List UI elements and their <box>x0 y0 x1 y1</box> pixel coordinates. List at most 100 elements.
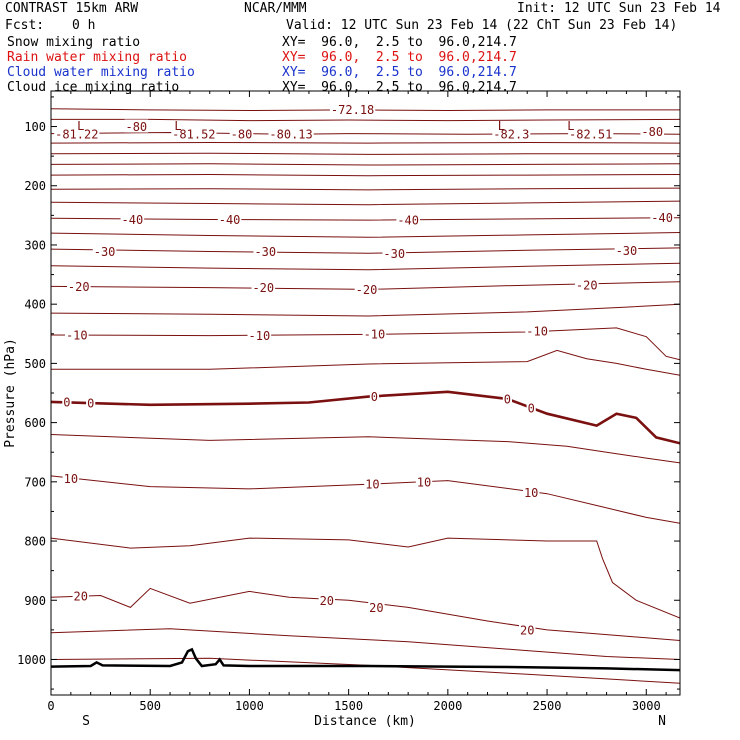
contour-label-bg-16 <box>614 243 639 257</box>
contour-label-bg-34 <box>72 589 89 603</box>
x-axis-label: Distance (km) <box>314 714 416 729</box>
contour-label-6: -82.3 <box>493 128 529 142</box>
x-tick-label-4: 2000 <box>433 699 462 713</box>
contour-line-15 <box>51 327 680 361</box>
contour-line-9 <box>51 217 680 221</box>
contour-label-bg-19 <box>354 282 379 296</box>
contour-line-19 <box>51 475 680 524</box>
contour-label-2: -80 <box>125 120 147 134</box>
contour-label-19: -20 <box>356 283 378 297</box>
contour-label-bg-27 <box>369 389 380 403</box>
contour-label-bg-36 <box>368 600 385 614</box>
contour-label-bg-7 <box>568 127 614 141</box>
contour-label-23: -10 <box>364 327 386 341</box>
contour-label-33: 10 <box>524 486 538 500</box>
valid-time: Valid: 12 UTC Sun 23 Feb 14 (22 ChT Sun … <box>286 18 678 33</box>
contour-line-11 <box>51 247 680 254</box>
y-tick-label-5: 600 <box>24 416 46 430</box>
contour-label-34: 20 <box>74 590 88 604</box>
contour-line-20 <box>51 537 680 619</box>
contour-label-bg-21 <box>64 327 89 341</box>
contour-label-36: 20 <box>369 601 383 615</box>
contour-label-bg-9 <box>120 212 145 226</box>
contour-label-bg-23 <box>362 326 387 340</box>
contour-label-bg-26 <box>86 396 96 410</box>
contour-label-13: -30 <box>94 245 116 259</box>
contour-label-bg-12 <box>650 210 674 224</box>
contour-label-11: -40 <box>397 214 419 228</box>
contour-label-24: -10 <box>526 324 548 338</box>
y-tick-label-4: 500 <box>24 357 46 371</box>
forecast-hour: 0 h <box>72 18 96 33</box>
legend-rain-name: Rain water mixing ratio <box>7 50 188 65</box>
contour-label-bg-11 <box>396 213 420 227</box>
contour-label-bg-15 <box>382 246 407 260</box>
y-tick-label-9: 1000 <box>17 653 46 667</box>
contour-label-9: -40 <box>122 213 144 227</box>
low-marker-3: L <box>567 119 574 133</box>
contour-label-20: -20 <box>576 279 598 293</box>
legend-snow-xy: XY= 96.0, 2.5 to 96.0,214.7 <box>282 35 517 50</box>
contour-label-21: -10 <box>66 328 88 342</box>
contour-label-8: -80 <box>641 125 663 139</box>
contour-label-26: 0 <box>87 397 94 411</box>
contour-line-3 <box>51 141 680 144</box>
contour-line-7 <box>51 187 680 191</box>
contour-label-bg-37 <box>519 622 536 636</box>
contour-label-bg-25 <box>62 394 72 408</box>
x-tick-label-0: 0 <box>47 699 54 713</box>
contour-label-bg-30 <box>62 471 80 485</box>
contour-label-3: -81.52 <box>172 128 215 142</box>
contour-line-17 <box>51 390 680 445</box>
contour-label-27: 0 <box>371 390 378 404</box>
center-label: NCAR/MMM <box>244 1 307 16</box>
contour-line-22 <box>51 628 680 660</box>
contour-label-0: -72.18 <box>331 103 374 117</box>
contour-label-bg-3 <box>171 127 217 141</box>
contour-line-21 <box>51 587 680 641</box>
y-axis-label: Pressure (hPa) <box>3 338 18 448</box>
low-marker-0: L <box>77 119 84 133</box>
contour-label-10: -40 <box>219 213 241 227</box>
contour-label-bg-17 <box>66 279 91 293</box>
contour-label-7: -82.51 <box>569 128 612 142</box>
contour-label-bg-28 <box>502 391 512 405</box>
contour-label-bg-18 <box>251 280 276 294</box>
contour-label-bg-14 <box>253 244 278 258</box>
terrain-profile <box>51 647 680 672</box>
contour-line-14 <box>51 303 680 317</box>
init-time: Init: 12 UTC Sun 23 Feb 14 <box>517 1 721 16</box>
contour-label-bg-13 <box>92 244 117 258</box>
contour-label-31: 10 <box>365 478 379 492</box>
contour-label-37: 20 <box>520 623 534 637</box>
contour-line-8 <box>51 200 680 206</box>
contour-label-22: -10 <box>249 329 271 343</box>
legend-cloud-water-xy: XY= 96.0, 2.5 to 96.0,214.7 <box>282 65 517 80</box>
contour-label-32: 10 <box>417 475 431 489</box>
contour-label-bg-31 <box>364 477 381 491</box>
y-tick-label-7: 800 <box>24 535 46 549</box>
contour-label-15: -30 <box>383 247 405 261</box>
x-tick-label-6: 3000 <box>632 699 661 713</box>
contour-label-17: -20 <box>68 280 90 294</box>
contour-line-12 <box>51 262 680 271</box>
contour-label-5: -80.13 <box>269 128 312 142</box>
contour-label-29: 0 <box>528 401 535 415</box>
x-endpoint-right: N <box>658 714 666 729</box>
axes: 0 500 1000 1500 2000 2500 30001002003004005006… <box>17 91 680 713</box>
contour-label-bg-33 <box>522 485 540 499</box>
y-tick-label-3: 400 <box>24 298 46 312</box>
x-tick-label-1: 500 <box>139 699 161 713</box>
contour-label-bg-20 <box>574 278 599 292</box>
legend-rain-xy: XY= 96.0, 2.5 to 96.0,214.7 <box>282 50 517 65</box>
x-endpoint-left: S <box>82 714 90 729</box>
contour-label-35: 20 <box>320 594 334 608</box>
contour-label-bg-5 <box>268 127 314 141</box>
contour-label-4: -80 <box>231 128 253 142</box>
x-tick-label-5: 2500 <box>533 699 562 713</box>
contour-line-6 <box>51 173 680 177</box>
contour-line-5 <box>51 163 680 166</box>
contour-label-bg-22 <box>247 328 272 342</box>
plot-frame <box>50 90 681 696</box>
